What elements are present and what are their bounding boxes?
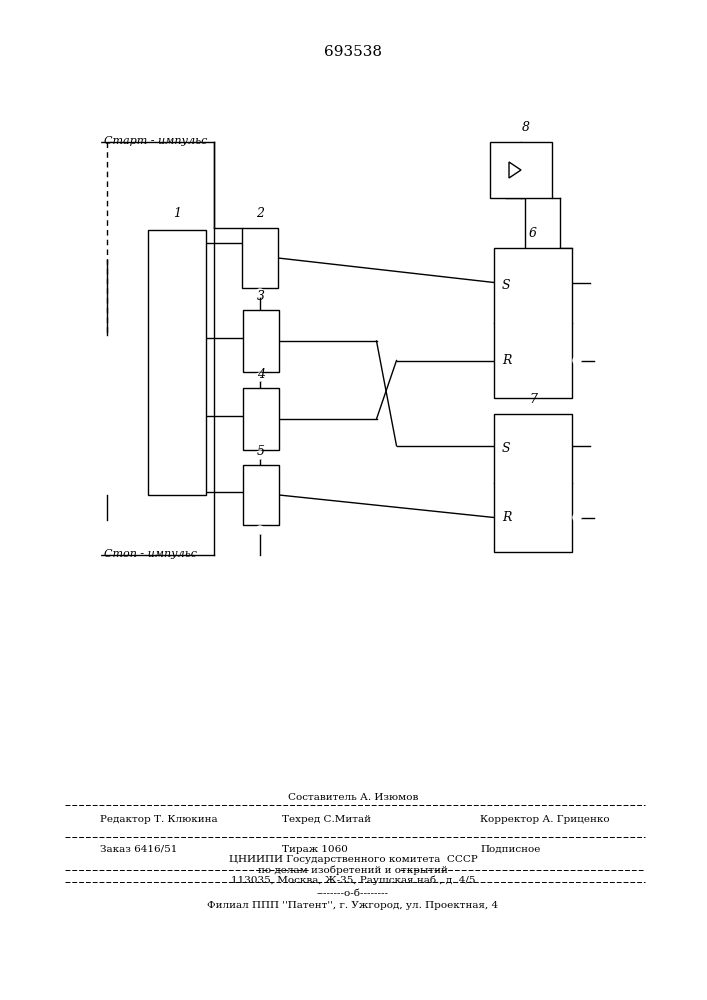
Text: по делам изобретений и открытий: по делам изобретений и открытий	[258, 865, 448, 875]
Text: 5: 5	[257, 445, 265, 458]
Text: R: R	[502, 354, 511, 367]
Circle shape	[573, 357, 581, 364]
Circle shape	[93, 552, 100, 558]
Polygon shape	[509, 162, 521, 178]
Text: 4: 4	[257, 368, 265, 381]
Text: Корректор А. Гриценко: Корректор А. Гриценко	[480, 814, 609, 824]
Text: 3: 3	[257, 290, 265, 303]
Circle shape	[256, 451, 264, 459]
Text: 8: 8	[522, 121, 530, 134]
Text: 1: 1	[173, 207, 181, 220]
Bar	[494, 414, 572, 552]
Circle shape	[256, 526, 264, 534]
Bar	[148, 230, 206, 495]
Bar	[242, 228, 278, 288]
Text: 6: 6	[529, 227, 537, 240]
Text: 7: 7	[529, 393, 537, 406]
Circle shape	[573, 514, 581, 522]
Bar	[494, 248, 572, 398]
Circle shape	[256, 289, 264, 297]
Bar	[490, 142, 552, 198]
Text: S: S	[502, 442, 510, 455]
Text: ЦНИИПИ Государственного комитета  СССР: ЦНИИПИ Государственного комитета СССР	[228, 856, 477, 864]
Text: R: R	[502, 511, 511, 524]
Text: Техред С.Митай: Техред С.Митай	[282, 814, 371, 824]
Text: Старт - импульс: Старт - импульс	[104, 136, 207, 146]
Text: Стоп - импульс: Стоп - импульс	[104, 549, 197, 559]
Circle shape	[93, 138, 100, 145]
Text: Филиал ППП ''Патент'', г. Ужгород, ул. Проектная, 4: Филиал ППП ''Патент'', г. Ужгород, ул. П…	[207, 900, 498, 910]
Text: Заказ 6416/51: Заказ 6416/51	[100, 844, 177, 854]
Bar	[243, 310, 279, 372]
Text: 2: 2	[256, 207, 264, 220]
Text: S: S	[502, 279, 510, 292]
Circle shape	[256, 373, 264, 381]
Text: Тираж 1060: Тираж 1060	[282, 844, 348, 854]
Text: Составитель А. Изюмов: Составитель А. Изюмов	[288, 792, 418, 802]
Text: Подписное: Подписное	[480, 844, 540, 854]
Text: 693538: 693538	[324, 45, 382, 59]
Bar	[243, 465, 279, 525]
Text: Редактор Т. Клюкина: Редактор Т. Клюкина	[100, 814, 218, 824]
Bar	[243, 388, 279, 450]
Text: --------о-б--------: --------о-б--------	[317, 888, 389, 898]
Text: 113035, Москва, Ж-35, Раушская наб., д. 4/5: 113035, Москва, Ж-35, Раушская наб., д. …	[230, 875, 475, 885]
